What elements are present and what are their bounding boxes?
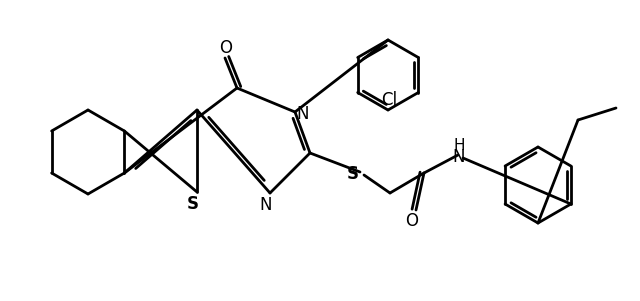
Text: N: N <box>297 105 309 123</box>
Text: O: O <box>220 39 232 57</box>
Text: N: N <box>260 196 272 214</box>
Text: H: H <box>453 138 465 153</box>
Text: O: O <box>406 212 419 230</box>
Text: Cl: Cl <box>381 91 397 109</box>
Text: N: N <box>452 148 465 166</box>
Text: S: S <box>347 165 359 183</box>
Text: S: S <box>187 195 199 213</box>
